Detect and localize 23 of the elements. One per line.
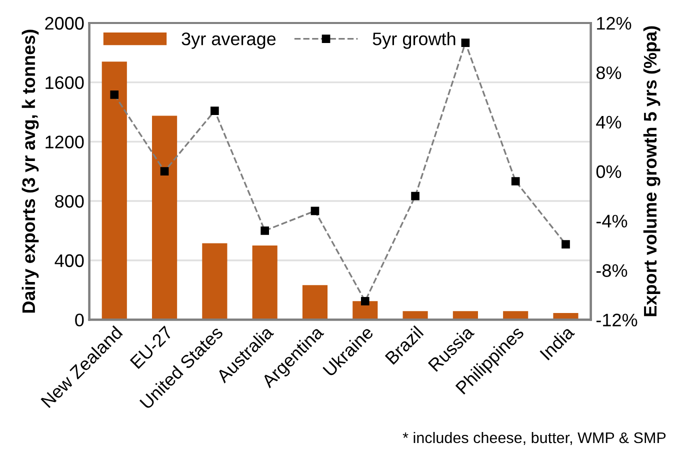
y2-tick-label: -8% [596,264,628,277]
legend-label: 3yr average [182,32,276,49]
y2-tick-label: 0% [596,165,622,178]
legend-label: 5yr growth [372,32,456,49]
y2-axis-title: Export volume growth 5 yrs (%pa) [643,26,660,316]
y-tick-label: 2000 [45,16,84,30]
y-tick-label: 800 [55,194,84,208]
y2-tick-label: 4% [596,116,622,129]
text: * includes cheese, butter, WMP & SMP [402,432,666,445]
y-tick-label: 0 [75,314,84,326]
bar [252,246,278,320]
y2-tick-label: -12% [596,314,638,326]
y2-tick-label: -4% [596,214,628,228]
y-tick-label: 400 [54,254,84,268]
bar [152,116,178,320]
y2-tick-label: 8% [596,66,622,80]
bar [302,285,328,320]
bar [202,243,228,320]
y-tick-label: 1600 [46,76,84,90]
y-axis-title: Dairy exports (3 yr avg, k tonnes) [22,30,39,313]
bar [102,62,127,320]
y-tick-label: 1200 [46,136,84,148]
y2-tick-label: 12% [597,16,632,30]
